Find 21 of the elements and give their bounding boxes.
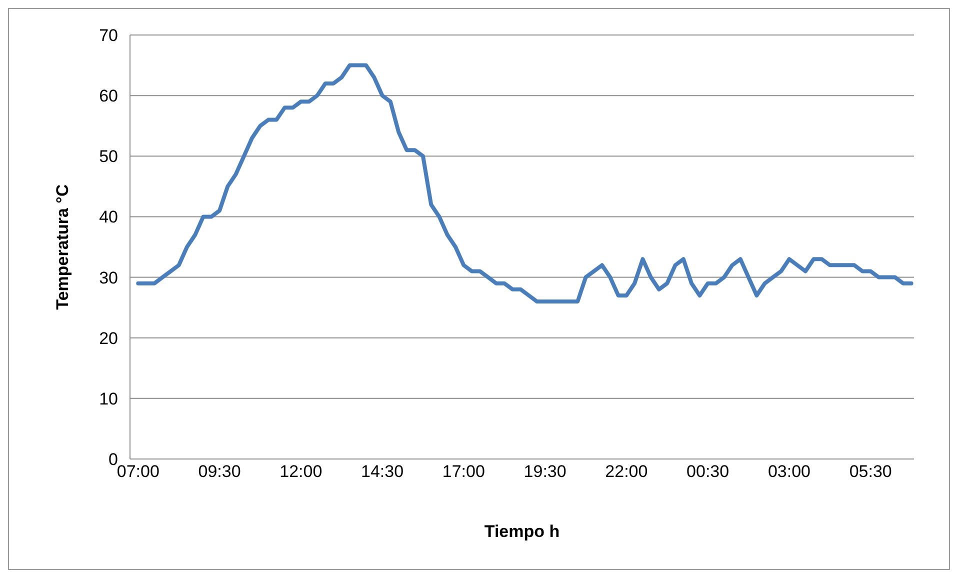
y-tick-label: 30: [99, 268, 118, 288]
x-tick-label: 05:30: [849, 462, 892, 482]
y-tick-label: 50: [99, 147, 118, 166]
x-tick-label: 14:30: [361, 462, 404, 482]
x-tick-label: 07:00: [116, 462, 160, 482]
y-tick-label: 20: [99, 328, 118, 348]
x-tick-label: 19:30: [524, 462, 566, 482]
y-tick-label: 70: [99, 26, 118, 46]
y-tick-label: 10: [99, 389, 118, 408]
x-tick-label: 03:00: [768, 462, 810, 482]
x-tick-label: 12:00: [280, 462, 322, 482]
x-tick-label: 09:30: [198, 462, 241, 482]
y-tick-label: 60: [99, 86, 118, 106]
x-tick-label: 22:00: [605, 462, 648, 482]
x-tick-label: 17:00: [442, 462, 485, 482]
x-tick-label: 00:30: [686, 462, 730, 482]
y-tick-label: 0: [108, 450, 118, 470]
x-axis-title: Tiempo h: [484, 522, 560, 541]
y-tick-label: 40: [99, 208, 118, 227]
y-axis-title: Temperatura °C: [53, 184, 72, 310]
line-series: [136, 63, 914, 304]
